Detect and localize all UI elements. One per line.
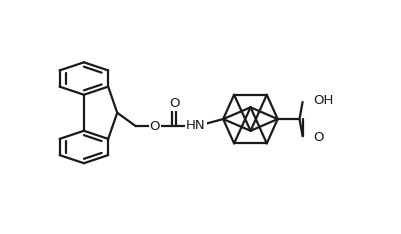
Text: O: O	[149, 120, 160, 133]
Text: OH: OH	[312, 94, 332, 107]
Text: O: O	[169, 97, 179, 110]
Text: HN: HN	[186, 119, 205, 132]
Text: O: O	[312, 131, 322, 144]
